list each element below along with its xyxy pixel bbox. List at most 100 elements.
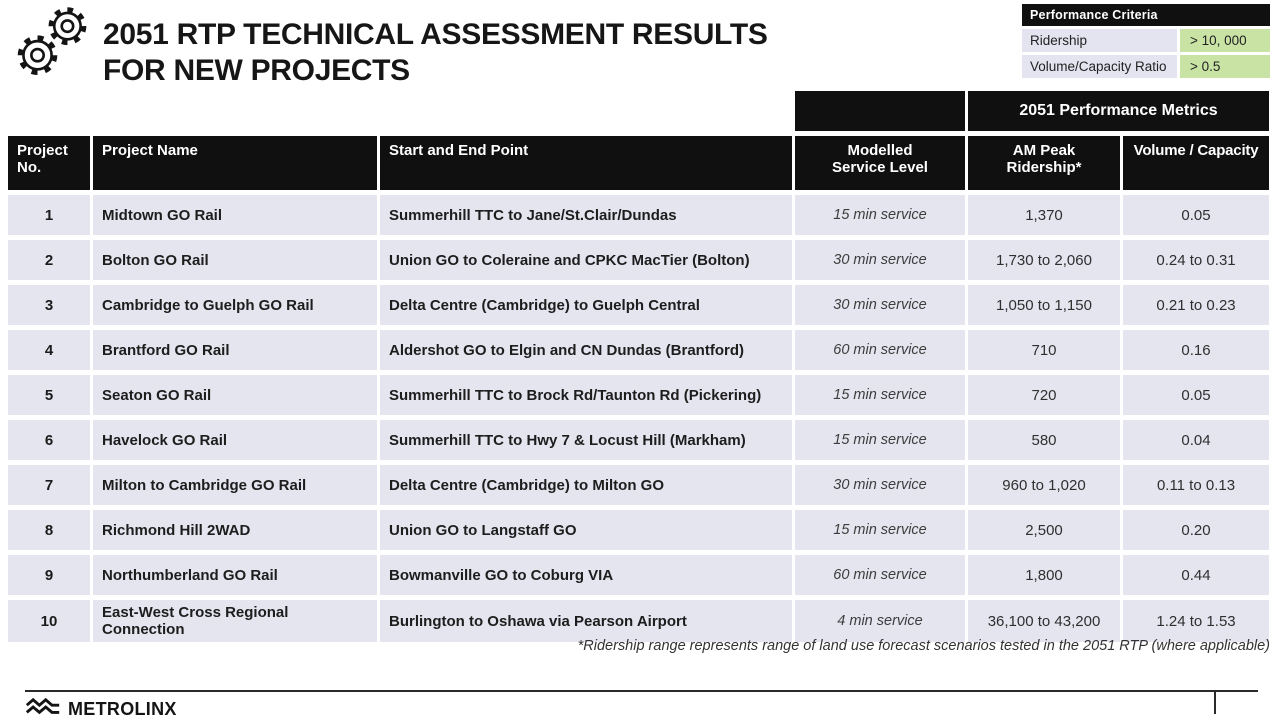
table-row: 5 Seaton GO Rail Summerhill TTC to Brock…: [8, 375, 1270, 415]
criteria-value: > 0.5: [1180, 55, 1270, 78]
cell-ridership: 580: [968, 420, 1120, 460]
cell-project-no: 4: [8, 330, 90, 370]
header-project-no: Project No.: [8, 136, 90, 190]
cell-project-name: East-West Cross Regional Connection: [93, 600, 377, 642]
footer-tick-mark: [1214, 690, 1216, 714]
cell-service-level: 30 min service: [795, 465, 965, 505]
table-row: 3 Cambridge to Guelph GO Rail Delta Cent…: [8, 285, 1270, 325]
cell-ridership: 1,800: [968, 555, 1120, 595]
table-row: 9 Northumberland GO Rail Bowmanville GO …: [8, 555, 1270, 595]
cell-volume-capacity: 1.24 to 1.53: [1123, 600, 1270, 642]
cell-ridership: 720: [968, 375, 1120, 415]
cell-ridership: 2,500: [968, 510, 1120, 550]
page-title-line1: 2051 RTP TECHNICAL ASSESSMENT RESULTS: [103, 18, 768, 51]
criteria-row-ridership: Ridership > 10, 000: [1022, 29, 1270, 52]
cell-project-name: Seaton GO Rail: [93, 375, 377, 415]
cell-service-level: 30 min service: [795, 285, 965, 325]
metrics-band-label: 2051 Performance Metrics: [968, 91, 1270, 131]
table-row: 8 Richmond Hill 2WAD Union GO to Langsta…: [8, 510, 1270, 550]
header-am-peak-ridership: AM Peak Ridership*: [968, 136, 1120, 190]
cell-start-end: Aldershot GO to Elgin and CN Dundas (Bra…: [380, 330, 792, 370]
cell-project-no: 2: [8, 240, 90, 280]
table-row: 7 Milton to Cambridge GO Rail Delta Cent…: [8, 465, 1270, 505]
cell-project-name: Richmond Hill 2WAD: [93, 510, 377, 550]
cell-service-level: 4 min service: [795, 600, 965, 642]
cell-project-name: Cambridge to Guelph GO Rail: [93, 285, 377, 325]
cell-ridership: 1,370: [968, 195, 1120, 235]
criteria-row-vc-ratio: Volume/Capacity Ratio > 0.5: [1022, 55, 1270, 78]
cell-project-no: 1: [8, 195, 90, 235]
cell-project-name: Brantford GO Rail: [93, 330, 377, 370]
cell-start-end: Union GO to Langstaff GO: [380, 510, 792, 550]
results-table: 2051 Performance Metrics Project No. Pro…: [5, 86, 1272, 647]
band-spacer: [8, 91, 792, 131]
header-service-level: Modelled Service Level: [795, 136, 965, 190]
table-row: 6 Havelock GO Rail Summerhill TTC to Hwy…: [8, 420, 1270, 460]
cell-service-level: 15 min service: [795, 420, 965, 460]
cell-project-name: Bolton GO Rail: [93, 240, 377, 280]
cell-volume-capacity: 0.21 to 0.23: [1123, 285, 1270, 325]
cell-service-level: 15 min service: [795, 195, 965, 235]
table-row: 4 Brantford GO Rail Aldershot GO to Elgi…: [8, 330, 1270, 370]
cell-service-level: 15 min service: [795, 510, 965, 550]
cell-project-no: 5: [8, 375, 90, 415]
cell-project-no: 7: [8, 465, 90, 505]
criteria-label: Ridership: [1022, 29, 1177, 52]
metrolinx-wordmark: METROLINX: [68, 699, 177, 719]
gears-icon: [12, 2, 100, 87]
header-start-end: Start and End Point: [380, 136, 792, 190]
band-empty-cell: [795, 91, 965, 131]
cell-project-name: Havelock GO Rail: [93, 420, 377, 460]
footer-divider: [25, 690, 1258, 692]
cell-start-end: Bowmanville GO to Coburg VIA: [380, 555, 792, 595]
table-row: 2 Bolton GO Rail Union GO to Coleraine a…: [8, 240, 1270, 280]
cell-ridership: 1,050 to 1,150: [968, 285, 1120, 325]
cell-volume-capacity: 0.24 to 0.31: [1123, 240, 1270, 280]
metrolinx-logo: METROLINX: [25, 697, 177, 722]
header-volume-capacity: Volume / Capacity: [1123, 136, 1270, 190]
page-title: 2051 RTP TECHNICAL ASSESSMENT RESULTS FO…: [103, 17, 768, 89]
cell-volume-capacity: 0.44: [1123, 555, 1270, 595]
cell-volume-capacity: 0.04: [1123, 420, 1270, 460]
cell-project-no: 10: [8, 600, 90, 642]
performance-criteria-box: Performance Criteria Ridership > 10, 000…: [1022, 4, 1270, 78]
cell-volume-capacity: 0.11 to 0.13: [1123, 465, 1270, 505]
cell-project-name: Northumberland GO Rail: [93, 555, 377, 595]
header-project-name: Project Name: [93, 136, 377, 190]
cell-volume-capacity: 0.16: [1123, 330, 1270, 370]
cell-volume-capacity: 0.05: [1123, 375, 1270, 415]
cell-service-level: 30 min service: [795, 240, 965, 280]
cell-service-level: 60 min service: [795, 330, 965, 370]
cell-project-no: 3: [8, 285, 90, 325]
cell-start-end: Summerhill TTC to Brock Rd/Taunton Rd (P…: [380, 375, 792, 415]
cell-service-level: 60 min service: [795, 555, 965, 595]
cell-start-end: Union GO to Coleraine and CPKC MacTier (…: [380, 240, 792, 280]
cell-start-end: Burlington to Oshawa via Pearson Airport: [380, 600, 792, 642]
cell-project-no: 9: [8, 555, 90, 595]
cell-ridership: 960 to 1,020: [968, 465, 1120, 505]
cell-volume-capacity: 0.05: [1123, 195, 1270, 235]
cell-volume-capacity: 0.20: [1123, 510, 1270, 550]
cell-start-end: Summerhill TTC to Jane/St.Clair/Dundas: [380, 195, 792, 235]
cell-start-end: Summerhill TTC to Hwy 7 & Locust Hill (M…: [380, 420, 792, 460]
cell-project-no: 6: [8, 420, 90, 460]
performance-criteria-header: Performance Criteria: [1022, 4, 1270, 26]
cell-ridership: 710: [968, 330, 1120, 370]
cell-ridership: 1,730 to 2,060: [968, 240, 1120, 280]
cell-start-end: Delta Centre (Cambridge) to Milton GO: [380, 465, 792, 505]
table-header-row: Project No. Project Name Start and End P…: [8, 136, 1270, 190]
page-title-line2: FOR NEW PROJECTS: [103, 54, 410, 87]
ridership-footnote: *Ridership range represents range of lan…: [577, 638, 1270, 654]
cell-project-name: Milton to Cambridge GO Rail: [93, 465, 377, 505]
metrics-band-row: 2051 Performance Metrics: [8, 91, 1270, 131]
cell-ridership: 36,100 to 43,200: [968, 600, 1120, 642]
criteria-value: > 10, 000: [1180, 29, 1270, 52]
cell-service-level: 15 min service: [795, 375, 965, 415]
metrolinx-wave-mark-icon: [25, 697, 61, 722]
cell-project-no: 8: [8, 510, 90, 550]
table-row: 1 Midtown GO Rail Summerhill TTC to Jane…: [8, 195, 1270, 235]
criteria-label: Volume/Capacity Ratio: [1022, 55, 1177, 78]
table-row: 10 East-West Cross Regional Connection B…: [8, 600, 1270, 642]
cell-project-name: Midtown GO Rail: [93, 195, 377, 235]
cell-start-end: Delta Centre (Cambridge) to Guelph Centr…: [380, 285, 792, 325]
